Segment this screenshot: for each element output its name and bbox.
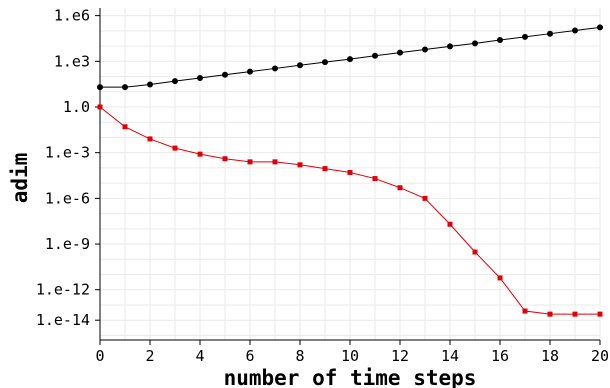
- data-point: [572, 311, 578, 317]
- data-point: [222, 156, 228, 162]
- x-tick-label: 8: [295, 347, 304, 365]
- data-point: [297, 62, 303, 69]
- x-tick-label: 4: [195, 347, 204, 365]
- x-tick-label: 20: [591, 347, 609, 365]
- data-point: [522, 33, 528, 40]
- data-point: [122, 84, 128, 91]
- data-point: [372, 176, 378, 182]
- data-point: [222, 71, 228, 78]
- data-point: [522, 308, 528, 314]
- x-tick-labels: 0 2 4 6 8 10 12 14 16 18 20: [95, 340, 609, 365]
- x-tick-label: 16: [491, 347, 509, 365]
- x-tick-label: 18: [541, 347, 559, 365]
- data-point: [172, 145, 178, 151]
- data-point: [447, 221, 453, 227]
- data-point: [272, 159, 278, 165]
- data-point: [422, 195, 428, 201]
- data-point: [397, 49, 403, 56]
- data-point: [597, 24, 603, 31]
- series: [97, 24, 603, 317]
- data-point: [372, 52, 378, 59]
- data-point: [422, 46, 428, 53]
- x-tick-label: 12: [391, 347, 409, 365]
- data-point: [322, 166, 328, 172]
- data-point: [297, 162, 303, 168]
- y-tick-labels: 1.e6 1.e3 1.0 1.e-3 1.e-6 1.e-9 1.e-12 1.e-14: [36, 7, 100, 329]
- data-point: [547, 311, 553, 317]
- data-point: [122, 124, 128, 130]
- y-axis-title: adim: [8, 153, 32, 204]
- data-point: [572, 27, 578, 34]
- y-tick-label: 1.e-9: [45, 235, 90, 253]
- data-point: [497, 275, 503, 281]
- series-2: [97, 104, 603, 317]
- data-point: [347, 169, 353, 175]
- x-tick-label: 0: [95, 347, 104, 365]
- y-tick-label: 1.e-12: [36, 281, 90, 299]
- series-1: [97, 24, 603, 91]
- x-tick-label: 10: [341, 347, 359, 365]
- data-point: [147, 136, 153, 142]
- data-point: [247, 159, 253, 165]
- data-point: [397, 185, 403, 191]
- y-tick-label: 1.0: [63, 98, 90, 116]
- x-tick-label: 2: [145, 347, 154, 365]
- y-tick-label: 1.e-14: [36, 311, 90, 329]
- y-tick-label: 1.e6: [54, 7, 90, 25]
- y-tick-label: 1.e3: [54, 52, 90, 70]
- data-point: [97, 104, 103, 110]
- data-point: [472, 40, 478, 47]
- data-point: [147, 81, 153, 88]
- data-point: [597, 311, 603, 317]
- x-tick-label: 6: [245, 347, 254, 365]
- x-axis-title: number of time steps: [224, 366, 477, 388]
- data-point: [197, 151, 203, 157]
- x-tick-label: 14: [441, 347, 459, 365]
- data-point: [322, 59, 328, 66]
- data-point: [447, 43, 453, 50]
- y-tick-label: 1.e-6: [45, 189, 90, 207]
- data-point: [347, 56, 353, 63]
- data-point: [472, 249, 478, 255]
- data-point: [497, 37, 503, 44]
- y-tick-label: 1.e-3: [45, 144, 90, 162]
- data-point: [272, 65, 278, 72]
- data-point: [172, 78, 178, 85]
- data-point: [547, 30, 553, 37]
- data-point: [197, 75, 203, 82]
- data-point: [97, 84, 103, 91]
- grid: [99, 8, 601, 340]
- data-point: [247, 68, 253, 75]
